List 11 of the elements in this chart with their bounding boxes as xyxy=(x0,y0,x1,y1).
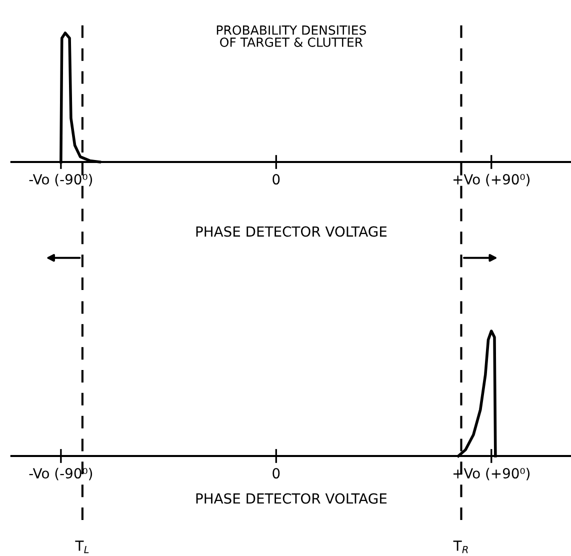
chart-title: PROBABILITY DENSITIES OF TARGET & CLUTTER xyxy=(216,25,366,47)
x-tick-label: +Vo (+90⁰) xyxy=(453,468,530,480)
x-tick-label: 0 xyxy=(272,174,280,185)
ref-line-label: T$_{L}$ xyxy=(75,540,89,554)
ref-line-label: T$_{R}$ xyxy=(453,540,468,554)
x-tick-label: +Vo (+90⁰) xyxy=(453,174,530,186)
x-axis-title: PHASE DETECTOR VOLTAGE xyxy=(196,493,387,504)
x-tick-label: -Vo (-90⁰) xyxy=(29,174,92,186)
x-tick-label: -Vo (-90⁰) xyxy=(29,468,92,480)
x-axis-title: PHASE DETECTOR VOLTAGE xyxy=(196,226,387,237)
x-tick-label: 0 xyxy=(272,468,280,479)
